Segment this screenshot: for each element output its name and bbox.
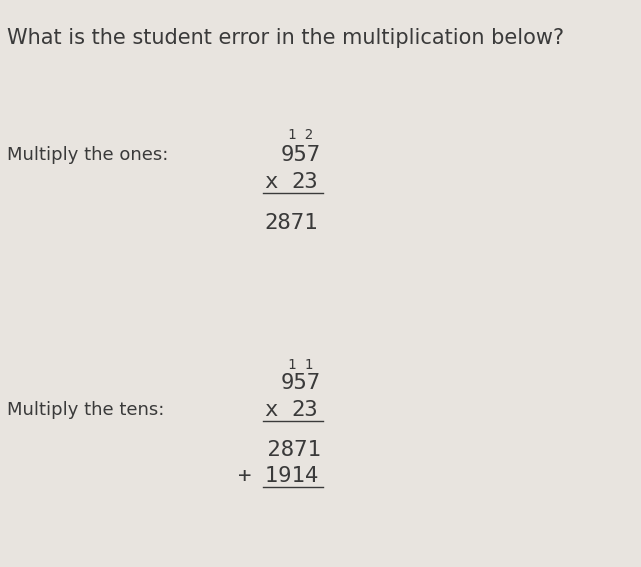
Text: 957: 957 xyxy=(280,145,320,165)
Text: 2871: 2871 xyxy=(265,213,318,233)
Text: Multiply the tens:: Multiply the tens: xyxy=(7,401,165,419)
Text: 2871: 2871 xyxy=(254,440,321,460)
Text: Multiply the ones:: Multiply the ones: xyxy=(7,146,169,164)
Text: x: x xyxy=(264,172,278,192)
Text: 957: 957 xyxy=(280,373,320,393)
Text: 1 1: 1 1 xyxy=(288,358,313,372)
Text: 23: 23 xyxy=(292,400,318,420)
Text: + 1914: + 1914 xyxy=(238,466,318,486)
Text: x: x xyxy=(264,400,278,420)
Text: 23: 23 xyxy=(292,172,318,192)
Text: What is the student error in the multiplication below?: What is the student error in the multipl… xyxy=(7,28,564,48)
Text: 1 2: 1 2 xyxy=(288,128,313,142)
